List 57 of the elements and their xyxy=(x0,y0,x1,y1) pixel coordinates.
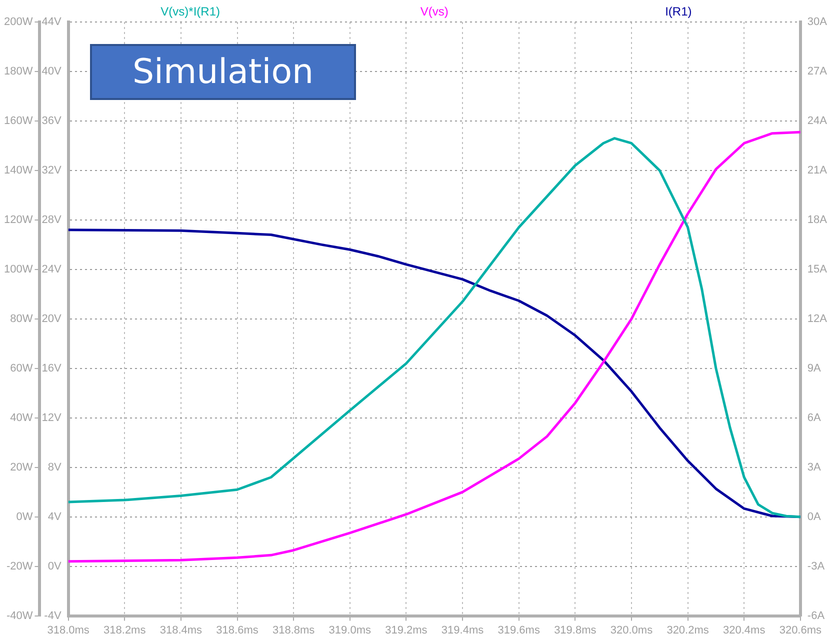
x-tick-label: 319.0ms xyxy=(328,624,372,636)
y-tick-label: -40W xyxy=(6,610,34,622)
y-tick-label: 140W xyxy=(4,164,34,176)
x-tick-label: 320.4ms xyxy=(723,624,766,636)
y-tick-label: 180W xyxy=(4,66,34,78)
x-tick-label: 318.2ms xyxy=(104,624,146,636)
y3-tick-label: 15A xyxy=(807,263,828,276)
x-tick-label: 319.4ms xyxy=(441,624,484,636)
y2-tick-label: 8V xyxy=(48,461,62,474)
y-tick-label: 100W xyxy=(4,263,34,276)
y3-tick-label: 3A xyxy=(807,461,822,474)
y-tick-label: 0W xyxy=(16,510,34,523)
x-tick-label: 318.0ms xyxy=(47,624,90,636)
y3-tick-label: 21A xyxy=(807,164,828,176)
y3-tick-label: -3A xyxy=(807,560,826,572)
y-tick-label: 160W xyxy=(4,115,34,127)
text: V(vs)*I(R1) xyxy=(160,4,220,18)
x-tick-label: 320.2ms xyxy=(666,624,710,636)
y2-tick-label: 40V xyxy=(42,66,62,78)
text: I(R1) xyxy=(665,4,692,18)
y-tick-label: 120W xyxy=(4,214,34,226)
x-tick-label: 319.8ms xyxy=(554,624,597,636)
x-tick-label: 319.6ms xyxy=(498,624,540,636)
y2-tick-label: 24V xyxy=(42,263,62,276)
y3-tick-label: 0A xyxy=(807,510,822,523)
x-tick-label: 320.6ms xyxy=(779,624,822,636)
text: V(vs) xyxy=(420,4,448,18)
y3-tick-label: 30A xyxy=(807,16,828,28)
y2-tick-label: -4V xyxy=(44,610,62,622)
y2-tick-label: 28V xyxy=(42,214,62,226)
y3-tick-label: 9A xyxy=(807,362,822,374)
y2-tick-label: 32V xyxy=(42,164,62,176)
x-tick-label: 318.4ms xyxy=(160,624,203,636)
y2-tick-label: 44V xyxy=(42,16,62,28)
x-tick-label: 320.0ms xyxy=(610,624,654,636)
y2-tick-label: 20V xyxy=(42,312,62,325)
y2-tick-label: 36V xyxy=(42,115,62,127)
y-tick-label: 80W xyxy=(10,312,34,325)
y3-tick-label: 24A xyxy=(807,115,828,127)
x-tick-label: 319.2ms xyxy=(385,624,428,636)
y2-tick-label: 16V xyxy=(42,362,62,374)
y-tick-label: 40W xyxy=(10,412,34,424)
y-tick-label: 200W xyxy=(4,16,34,28)
y2-tick-label: 0V xyxy=(48,560,62,572)
y2-tick-label: 4V xyxy=(48,510,62,523)
x-tick-label: 318.6ms xyxy=(216,624,259,636)
y-tick-label: -20W xyxy=(6,560,34,572)
y3-tick-label: 12A xyxy=(807,312,828,325)
y3-tick-label: -6A xyxy=(807,610,826,622)
y3-tick-label: 18A xyxy=(807,214,828,226)
y-tick-label: 20W xyxy=(10,461,34,474)
annotation: Simulation xyxy=(90,44,356,100)
y3-tick-label: 6A xyxy=(807,412,822,424)
y2-tick-label: 12V xyxy=(42,412,62,424)
x-tick-label: 318.8ms xyxy=(272,624,316,636)
y3-tick-label: 27A xyxy=(807,66,828,78)
y-tick-label: 60W xyxy=(10,362,34,374)
